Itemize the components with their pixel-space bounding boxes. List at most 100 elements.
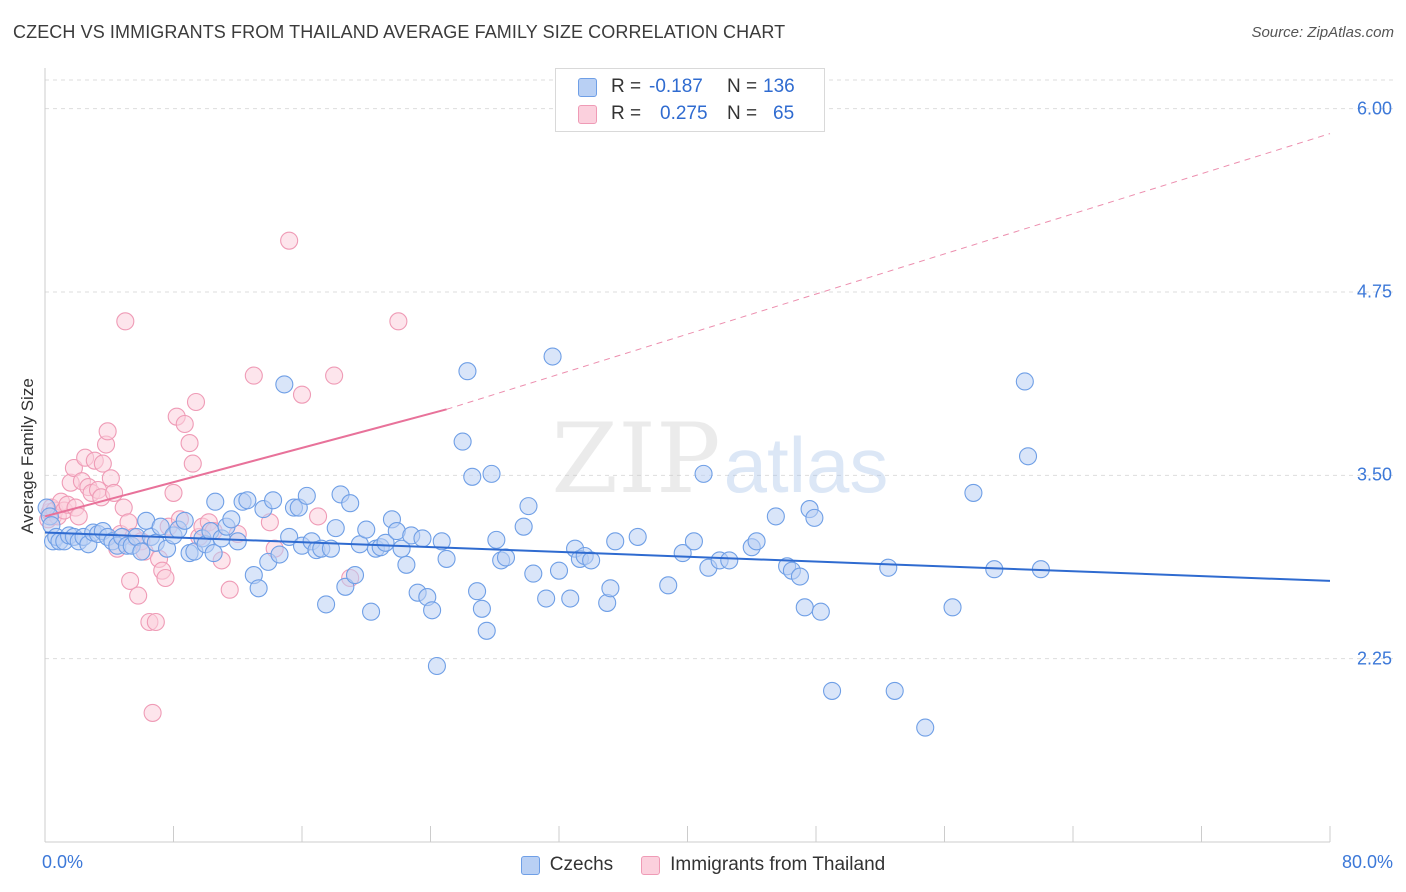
thailand-point	[292, 385, 312, 404]
czechs-point	[228, 532, 247, 551]
legend-item-czechs[interactable]: Czechs	[520, 854, 614, 876]
legend-item-thailand[interactable]: Immigrants from Thailand	[641, 854, 885, 876]
czechs-point	[357, 520, 376, 539]
czechs-point	[463, 467, 482, 486]
y-tick-label: 2.25	[1356, 648, 1392, 669]
czechs-point	[175, 511, 194, 530]
czechs-point	[766, 507, 785, 526]
czechs-point	[601, 579, 620, 598]
czechs-point	[561, 589, 580, 608]
r-label: R =	[611, 76, 642, 97]
source-label: Source: ZipAtlas.com	[1251, 24, 1394, 41]
legend-czechs-label: Czechs	[549, 854, 614, 875]
czechs-point	[1015, 372, 1034, 391]
y-tick-label: 4.75	[1356, 281, 1392, 302]
thailand-point	[389, 312, 408, 331]
czechs-point	[916, 718, 935, 737]
czechs-point	[811, 602, 830, 621]
czechs-point	[519, 497, 538, 516]
czechs-point	[487, 530, 506, 549]
x-max-label: 80.0%	[1341, 852, 1393, 872]
thailand-point	[180, 434, 199, 453]
czechs-point	[496, 548, 516, 567]
watermark: ZIP atlas	[551, 403, 888, 515]
legend-row-czechs: R = -0.187 N = 136	[578, 75, 795, 99]
czechs-swatch	[520, 855, 540, 875]
correlation-legend: R = -0.187 N = 136 R = 0.275 N = 65	[555, 68, 825, 132]
watermark-zip: ZIP	[551, 403, 720, 515]
czechs-point	[453, 432, 472, 451]
czechs-point	[694, 464, 713, 483]
czechs-point	[943, 598, 962, 617]
czechs-point	[543, 347, 562, 366]
czechs-points	[37, 347, 1050, 737]
thailand-trend-extension	[446, 133, 1331, 410]
thailand-point	[116, 312, 135, 331]
thailand-point	[244, 366, 263, 385]
thailand-point	[183, 454, 202, 473]
czechs-point	[720, 551, 739, 570]
czechs-point	[472, 599, 491, 618]
czechs-point	[270, 545, 289, 564]
y-tick-label: 6.00	[1356, 98, 1392, 119]
czechs-point	[264, 491, 283, 510]
czechs-point	[684, 532, 703, 551]
thailand-n-value: 65	[773, 103, 795, 124]
czechs-point	[427, 656, 446, 676]
thailand-points	[39, 231, 408, 722]
czechs-point	[326, 519, 345, 538]
thailand-point	[280, 231, 299, 250]
czechs-point	[397, 555, 416, 574]
czechs-point	[795, 598, 814, 617]
thailand-point	[93, 454, 112, 473]
thailand-point	[64, 458, 83, 478]
czechs-point	[1018, 447, 1038, 466]
thailand-point	[220, 580, 239, 599]
thailand-point	[69, 507, 88, 526]
czechs-point	[275, 375, 294, 394]
czechs-r-value: -0.187	[649, 76, 703, 97]
watermark-atlas: atlas	[724, 421, 889, 509]
thailand-point	[121, 571, 140, 590]
r-label: R =	[611, 103, 642, 124]
czechs-point	[747, 532, 766, 551]
czechs-point	[458, 362, 477, 381]
czechs-point	[341, 494, 360, 513]
chart-title: CZECH VS IMMIGRANTS FROM THAILAND AVERAG…	[13, 22, 786, 42]
thailand-point	[175, 414, 194, 434]
thailand-swatch	[641, 855, 661, 875]
czechs-point	[345, 566, 365, 585]
x-min-label: 0.0%	[42, 852, 84, 872]
czechs-point	[413, 529, 432, 548]
thailand-point	[186, 392, 206, 412]
czechs-point	[238, 491, 257, 510]
czechs-point	[432, 532, 451, 551]
legend-row-thailand: R = 0.275 N = 65	[578, 102, 794, 126]
trend-lines	[44, 133, 1331, 582]
thailand-point	[156, 568, 175, 588]
czechs-point	[805, 508, 824, 527]
czechs-trend-line	[44, 531, 1331, 582]
czechs-point	[206, 492, 225, 511]
thailand-point	[309, 507, 328, 526]
y-tick-label: 3.50	[1356, 464, 1392, 485]
czechs-point	[423, 601, 442, 620]
thailand-point	[325, 366, 344, 385]
czechs-point	[598, 593, 617, 612]
czechs-point	[885, 681, 904, 700]
czechs-point	[964, 483, 983, 502]
czechs-point	[362, 602, 381, 621]
czechs-point	[524, 564, 543, 583]
thailand-trend-line	[44, 408, 447, 518]
czechs-point	[297, 486, 316, 505]
czechs-point	[659, 576, 678, 595]
czechs-point	[582, 551, 601, 570]
czechs-point	[376, 533, 395, 552]
thailand-point	[143, 703, 162, 722]
czechs-n-value: 136	[763, 76, 795, 97]
czechs-point	[477, 621, 496, 640]
thailand-r-value: 0.275	[660, 103, 708, 124]
czechs-point	[222, 510, 241, 529]
legend-thailand-label: Immigrants from Thailand	[670, 854, 886, 875]
